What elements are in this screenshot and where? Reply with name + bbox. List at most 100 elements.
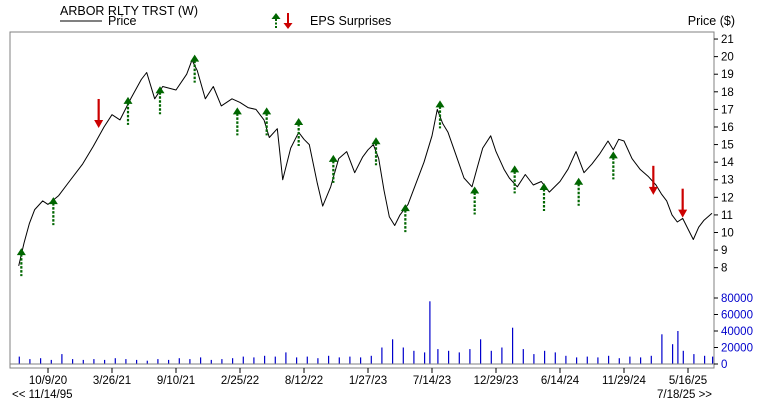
volume-bar-57 bbox=[618, 358, 620, 364]
volume-bar-8 bbox=[104, 359, 106, 364]
volume-bar-23 bbox=[264, 355, 266, 365]
start-date-label: << 11/14/95 bbox=[12, 389, 73, 400]
volume-bar-67 bbox=[712, 356, 714, 364]
price-tick-label-18: 18 bbox=[721, 87, 734, 99]
x-tick-label-0: 10/9/20 bbox=[29, 375, 67, 387]
eps-up-arrow-17 bbox=[608, 151, 618, 180]
eps-up-arrow-8 bbox=[294, 117, 304, 146]
volume-bar-63 bbox=[677, 331, 679, 364]
legend-eps-down-icon bbox=[283, 13, 293, 29]
volume-bar-56 bbox=[608, 355, 610, 365]
eps-up-arrow-3 bbox=[123, 96, 133, 125]
price-tick-label-9: 9 bbox=[721, 245, 727, 257]
x-tick-label-1: 3/26/21 bbox=[93, 375, 131, 387]
volume-bar-9 bbox=[114, 358, 116, 364]
chart-title: ARBOR RLTY TRST (W) bbox=[60, 4, 198, 18]
volume-bar-24 bbox=[274, 356, 276, 364]
eps-down-arrow-18 bbox=[648, 165, 658, 195]
eps-up-arrow-12 bbox=[435, 100, 445, 129]
volume-bar-58 bbox=[629, 356, 631, 364]
eps-down-arrow-2 bbox=[94, 98, 104, 128]
volume-bar-20 bbox=[232, 358, 234, 364]
volume-bar-55 bbox=[597, 357, 599, 364]
volume-bar-43 bbox=[469, 349, 471, 364]
volume-bar-47 bbox=[512, 327, 514, 364]
volume-bar-59 bbox=[640, 357, 642, 364]
volume-bar-28 bbox=[317, 358, 319, 364]
volume-bar-37 bbox=[413, 350, 415, 364]
volume-bar-17 bbox=[200, 357, 202, 364]
eps-up-arrow-14 bbox=[510, 165, 520, 194]
volume-bar-7 bbox=[93, 359, 95, 364]
volume-bar-36 bbox=[402, 347, 404, 364]
legend-eps-label: EPS Surprises bbox=[310, 14, 391, 28]
volume-tick-label-40000: 40000 bbox=[721, 326, 753, 338]
volume-bar-44 bbox=[480, 339, 482, 365]
volume-bar-46 bbox=[501, 347, 503, 364]
volume-bar-2 bbox=[40, 358, 42, 364]
x-tick-label-3: 2/25/22 bbox=[221, 375, 259, 387]
volume-bar-66 bbox=[704, 355, 706, 365]
end-date-label: 7/18/25 >> bbox=[657, 389, 712, 400]
volume-bar-29 bbox=[328, 355, 330, 365]
eps-up-arrow-16 bbox=[574, 177, 584, 206]
eps-up-arrow-5 bbox=[190, 54, 200, 83]
volume-tick-label-60000: 60000 bbox=[721, 310, 753, 322]
volume-bar-4 bbox=[61, 354, 63, 364]
legend-price-label: Price bbox=[108, 14, 137, 28]
volume-bars bbox=[10, 301, 714, 365]
volume-bar-31 bbox=[349, 356, 351, 364]
x-tick-label-2: 9/10/21 bbox=[157, 375, 195, 387]
volume-bar-41 bbox=[448, 350, 450, 364]
price-tick-label-15: 15 bbox=[721, 140, 734, 152]
volume-bar-51 bbox=[554, 352, 556, 364]
x-tick-label-6: 7/14/23 bbox=[413, 375, 451, 387]
x-tick-label-9: 11/29/24 bbox=[602, 375, 647, 387]
eps-up-arrow-7 bbox=[262, 107, 272, 136]
volume-bar-25 bbox=[285, 352, 287, 364]
volume-bar-0 bbox=[18, 356, 20, 364]
volume-tick-label-80000: 80000 bbox=[721, 293, 753, 305]
volume-bar-60 bbox=[650, 355, 652, 365]
price-tick-label-10: 10 bbox=[721, 228, 734, 240]
price-axis: 8 9 10 11 12 13 14 15 16 17 18 19 20 21 bbox=[714, 34, 734, 275]
x-tick-label-4: 8/12/22 bbox=[285, 375, 323, 387]
price-tick-label-19: 19 bbox=[721, 69, 734, 81]
volume-bar-13 bbox=[157, 359, 159, 364]
price-tick-label-20: 20 bbox=[721, 52, 734, 64]
eps-surprise-markers bbox=[16, 54, 688, 277]
volume-bar-14 bbox=[168, 359, 170, 364]
volume-bar-42 bbox=[458, 352, 460, 364]
price-tick-label-13: 13 bbox=[721, 175, 734, 187]
price-tick-label-12: 12 bbox=[721, 192, 734, 204]
price-tick-label-11: 11 bbox=[721, 210, 733, 222]
eps-up-arrow-6 bbox=[232, 107, 242, 136]
volume-bar-5 bbox=[72, 359, 74, 364]
eps-up-arrow-1 bbox=[48, 197, 58, 226]
volume-bar-48 bbox=[522, 349, 524, 364]
volume-bar-54 bbox=[586, 356, 588, 364]
price-line bbox=[18, 59, 713, 267]
eps-up-arrow-15 bbox=[539, 183, 549, 212]
eps-up-arrow-11 bbox=[400, 204, 410, 233]
x-tick-label-8: 6/14/24 bbox=[541, 375, 580, 387]
eps-up-arrow-10 bbox=[371, 137, 381, 166]
volume-bar-21 bbox=[242, 356, 244, 364]
volume-bar-18 bbox=[210, 359, 212, 364]
volume-bar-50 bbox=[544, 350, 546, 364]
volume-bar-62 bbox=[672, 344, 674, 364]
price-tick-label-17: 17 bbox=[721, 104, 734, 116]
volume-bar-35 bbox=[392, 339, 394, 365]
volume-tick-label-20000: 20000 bbox=[721, 343, 753, 355]
volume-bar-15 bbox=[178, 358, 180, 364]
x-tick-label-5: 1/27/23 bbox=[349, 375, 387, 387]
volume-axis: 0 20000 40000 60000 80000 bbox=[714, 293, 753, 371]
volume-bar-19 bbox=[221, 359, 223, 364]
volume-bar-12 bbox=[146, 360, 148, 364]
volume-bar-22 bbox=[253, 357, 255, 364]
volume-bar-32 bbox=[360, 357, 362, 364]
volume-bar-53 bbox=[576, 357, 578, 364]
x-tick-label-7: 12/29/23 bbox=[474, 375, 519, 387]
